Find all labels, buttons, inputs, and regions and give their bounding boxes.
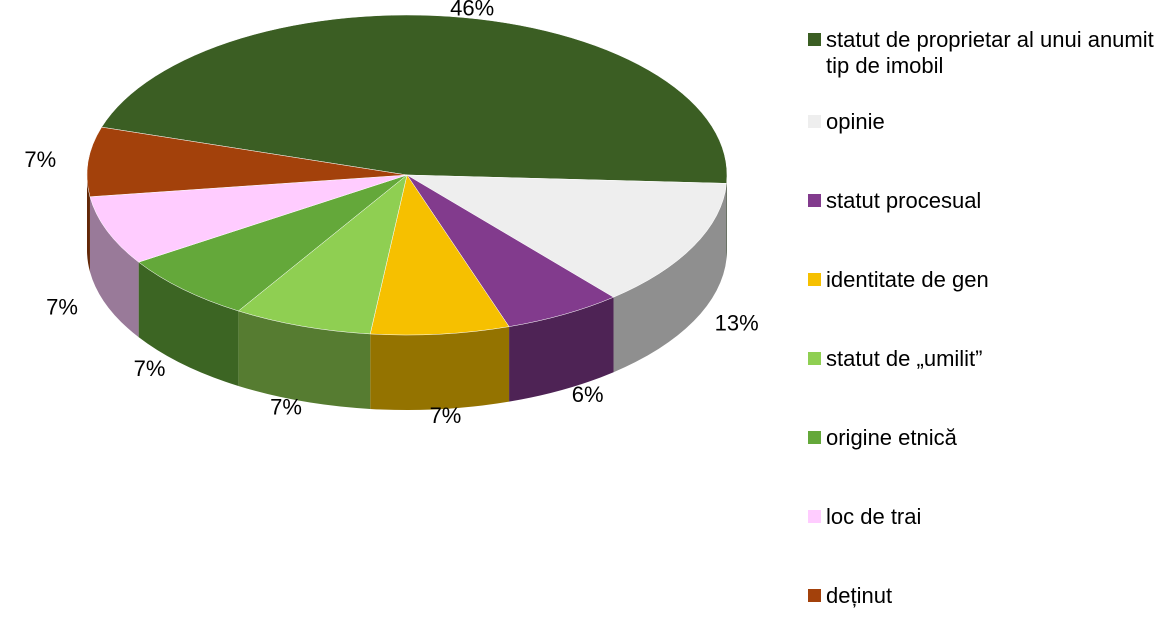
legend-swatch: [808, 510, 821, 523]
data-label: 7%: [134, 356, 166, 381]
legend-item: loc de trai: [808, 504, 1173, 530]
legend-label: statut procesual: [826, 188, 982, 213]
legend-swatch: [808, 352, 821, 365]
pie-slice: [89, 174, 408, 263]
legend-item: origine etnică: [808, 425, 1173, 451]
legend-swatch: [808, 589, 821, 602]
pie-side: [370, 326, 510, 410]
data-label: 7%: [430, 403, 462, 428]
data-label: 6%: [572, 382, 604, 407]
pie-side: [138, 262, 239, 386]
data-label: 7%: [46, 294, 78, 319]
legend-item: statut de „umilit”: [808, 346, 1173, 372]
legend-item: opinie: [808, 109, 1173, 135]
pie-side: [89, 196, 139, 338]
legend-swatch: [808, 273, 821, 286]
pie-side: [509, 297, 614, 402]
pie-side: [87, 175, 90, 272]
chart: 46% 13% 6% 7% 7% 7% 7% 7%: [24, 0, 759, 428]
pie-slice: [237, 174, 408, 335]
legend-label: deținut: [826, 583, 893, 608]
data-label: 7%: [24, 147, 56, 172]
legend-label: identitate de gen: [826, 267, 989, 292]
legend-item: statut de proprietar al unui anumit tip …: [808, 27, 1173, 79]
data-label: 13%: [715, 311, 759, 336]
legend-item: deținut: [808, 583, 1173, 609]
data-label: 46%: [450, 0, 494, 20]
pie-slice: [138, 174, 408, 312]
legend-item: statut procesual: [808, 188, 1173, 214]
pie-slice: [86, 126, 408, 197]
legend-swatch: [808, 115, 821, 128]
pie-slice: [369, 174, 510, 336]
data-label: 7%: [270, 394, 302, 419]
pie-slice: [101, 14, 728, 184]
legend-swatch: [808, 194, 821, 207]
legend-label: origine etnică: [826, 425, 957, 450]
legend-label: statut de proprietar al unui anumit tip …: [826, 27, 1154, 78]
legend-swatch: [808, 431, 821, 444]
pie-slice: [406, 174, 727, 298]
legend-item: identitate de gen: [808, 267, 1173, 293]
legend-swatch: [808, 33, 821, 46]
pie-slice: [406, 174, 615, 327]
legend-label: loc de trai: [826, 504, 922, 529]
pie-side: [238, 310, 371, 409]
legend-label: opinie: [826, 109, 885, 134]
legend-label: statut de „umilit”: [826, 346, 983, 371]
pie-side: [613, 183, 727, 373]
